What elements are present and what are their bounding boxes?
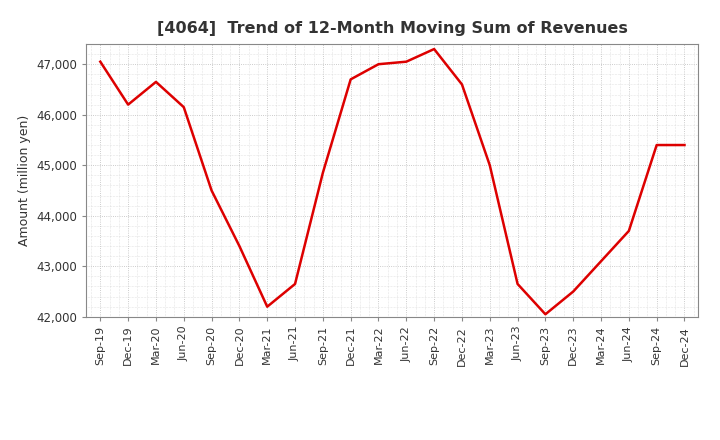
- Y-axis label: Amount (million yen): Amount (million yen): [18, 115, 31, 246]
- Title: [4064]  Trend of 12-Month Moving Sum of Revenues: [4064] Trend of 12-Month Moving Sum of R…: [157, 21, 628, 36]
